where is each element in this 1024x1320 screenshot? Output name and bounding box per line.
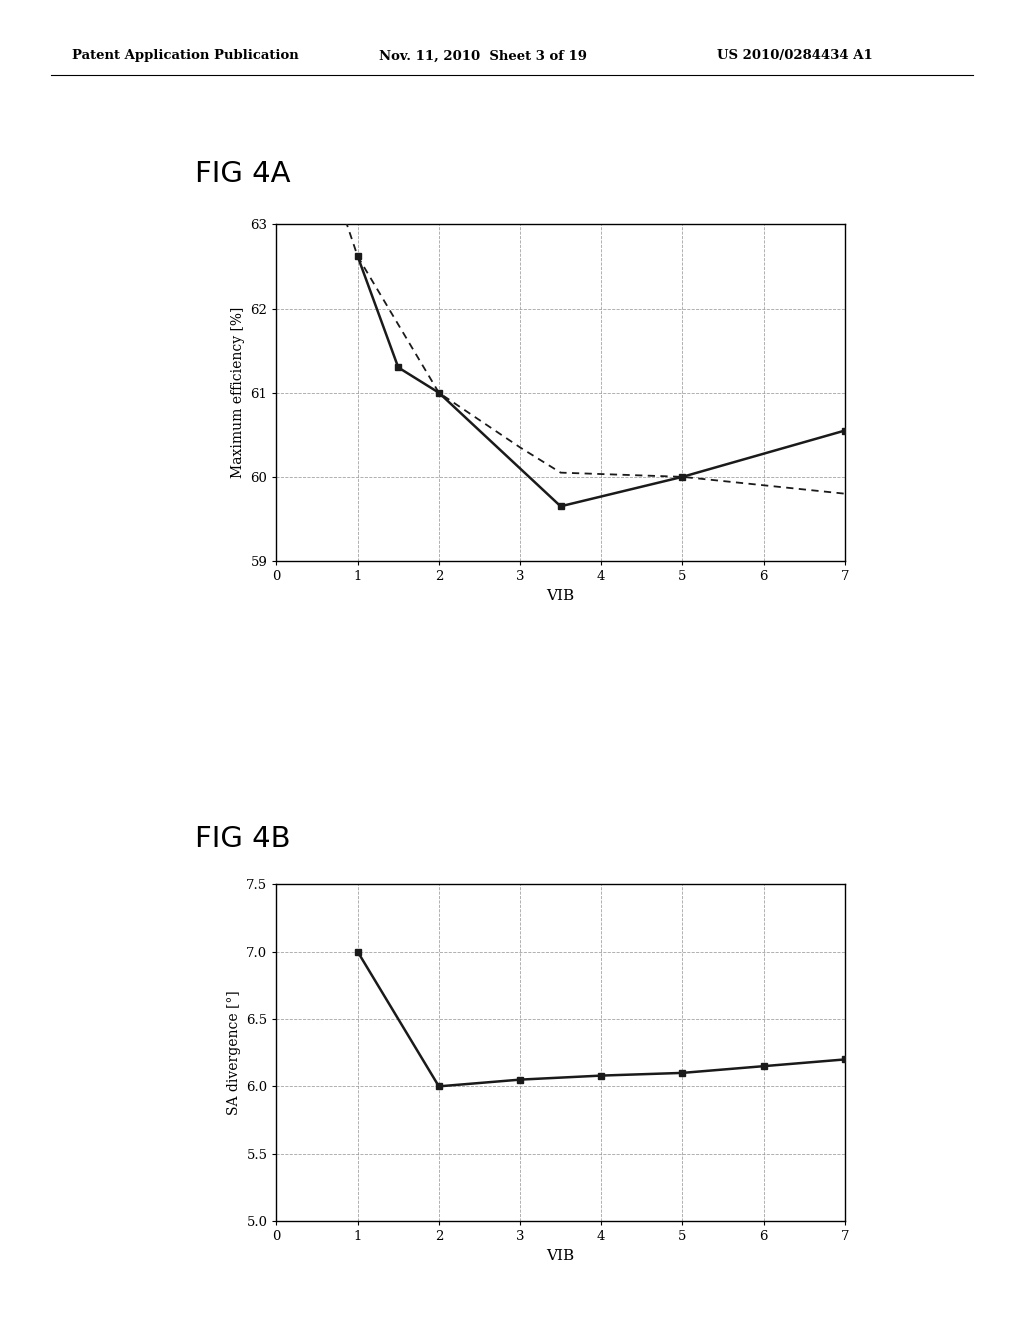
Text: FIG 4A: FIG 4A — [195, 160, 290, 189]
Text: Nov. 11, 2010  Sheet 3 of 19: Nov. 11, 2010 Sheet 3 of 19 — [379, 49, 587, 62]
Text: US 2010/0284434 A1: US 2010/0284434 A1 — [717, 49, 872, 62]
Y-axis label: SA divergence [°]: SA divergence [°] — [226, 990, 241, 1115]
X-axis label: VIB: VIB — [547, 589, 574, 603]
Y-axis label: Maximum efficiency [%]: Maximum efficiency [%] — [230, 308, 245, 478]
X-axis label: VIB: VIB — [547, 1249, 574, 1263]
Text: Patent Application Publication: Patent Application Publication — [72, 49, 298, 62]
Text: FIG 4B: FIG 4B — [195, 825, 290, 854]
